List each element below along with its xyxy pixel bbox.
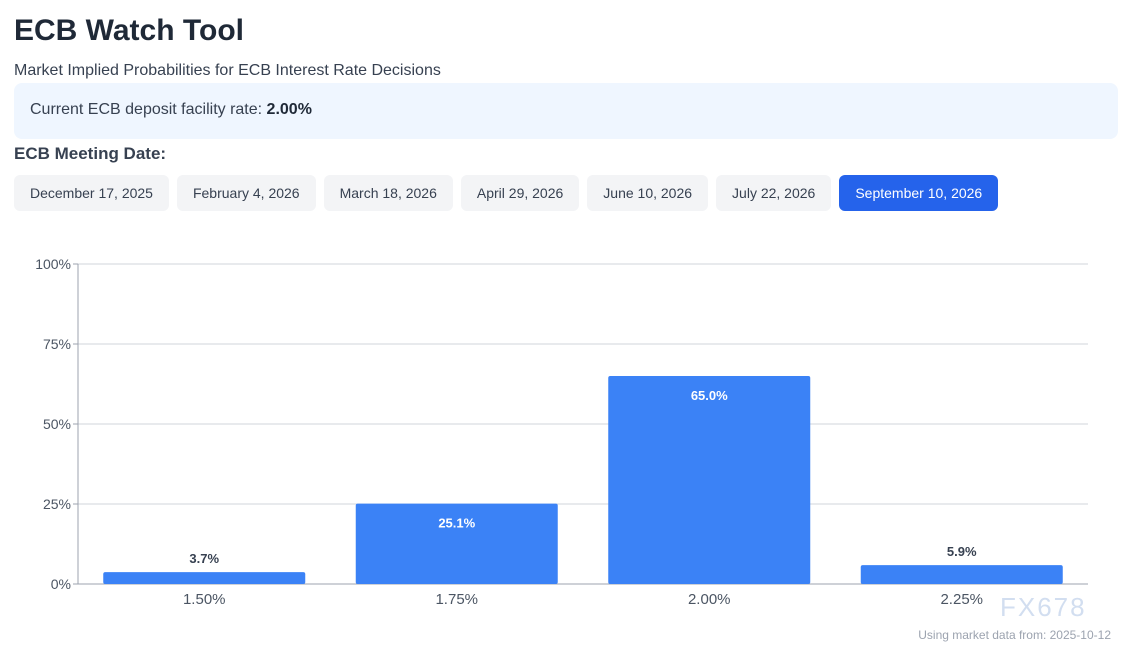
current-rate-banner: Current ECB deposit facility rate: 2.00% — [14, 83, 1118, 139]
current-rate-label: Current ECB deposit facility rate: — [30, 101, 263, 118]
bar-1.75% — [355, 503, 558, 584]
meeting-date-button[interactable]: March 18, 2026 — [323, 175, 453, 211]
meeting-date-button[interactable]: April 29, 2026 — [460, 175, 580, 211]
y-tick-label: 75% — [43, 336, 71, 352]
meeting-date-button[interactable]: June 10, 2026 — [587, 175, 709, 211]
data-label: 5.9% — [947, 544, 977, 559]
meeting-date-label: ECB Meeting Date: — [14, 144, 167, 163]
watermark-logo: FX678 — [1000, 592, 1087, 622]
bar-2.25% — [860, 565, 1063, 584]
current-rate-value: 2.00% — [266, 101, 312, 118]
y-tick-label: 0% — [51, 576, 71, 592]
data-label: 25.1% — [438, 516, 475, 531]
page-title: ECB Watch Tool — [14, 14, 244, 47]
x-tick-label: 2.00% — [688, 591, 731, 608]
meeting-date-button[interactable]: July 22, 2026 — [716, 175, 832, 211]
data-source-footer: Using market data from: 2025-10-12 — [918, 628, 1111, 642]
x-tick-label: 1.50% — [183, 591, 226, 608]
x-tick-label: 1.75% — [435, 591, 478, 608]
y-tick-label: 100% — [35, 256, 71, 272]
y-tick-label: 50% — [43, 416, 71, 432]
x-tick-label: 2.25% — [940, 591, 983, 608]
meeting-date-button[interactable]: February 4, 2026 — [176, 175, 316, 211]
bar-1.50% — [103, 572, 306, 584]
meeting-date-tabs: December 17, 2025 February 4, 2026 March 1… — [14, 175, 999, 211]
page-subtitle: Market Implied Probabilities for ECB Int… — [14, 62, 441, 79]
data-label: 3.7% — [189, 551, 219, 566]
data-label: 65.0% — [691, 388, 728, 403]
meeting-date-button[interactable]: December 17, 2025 — [14, 175, 169, 211]
y-tick-label: 25% — [43, 496, 71, 512]
meeting-date-button[interactable]: September 10, 2026 — [839, 175, 999, 211]
bar-2.00% — [608, 376, 811, 584]
